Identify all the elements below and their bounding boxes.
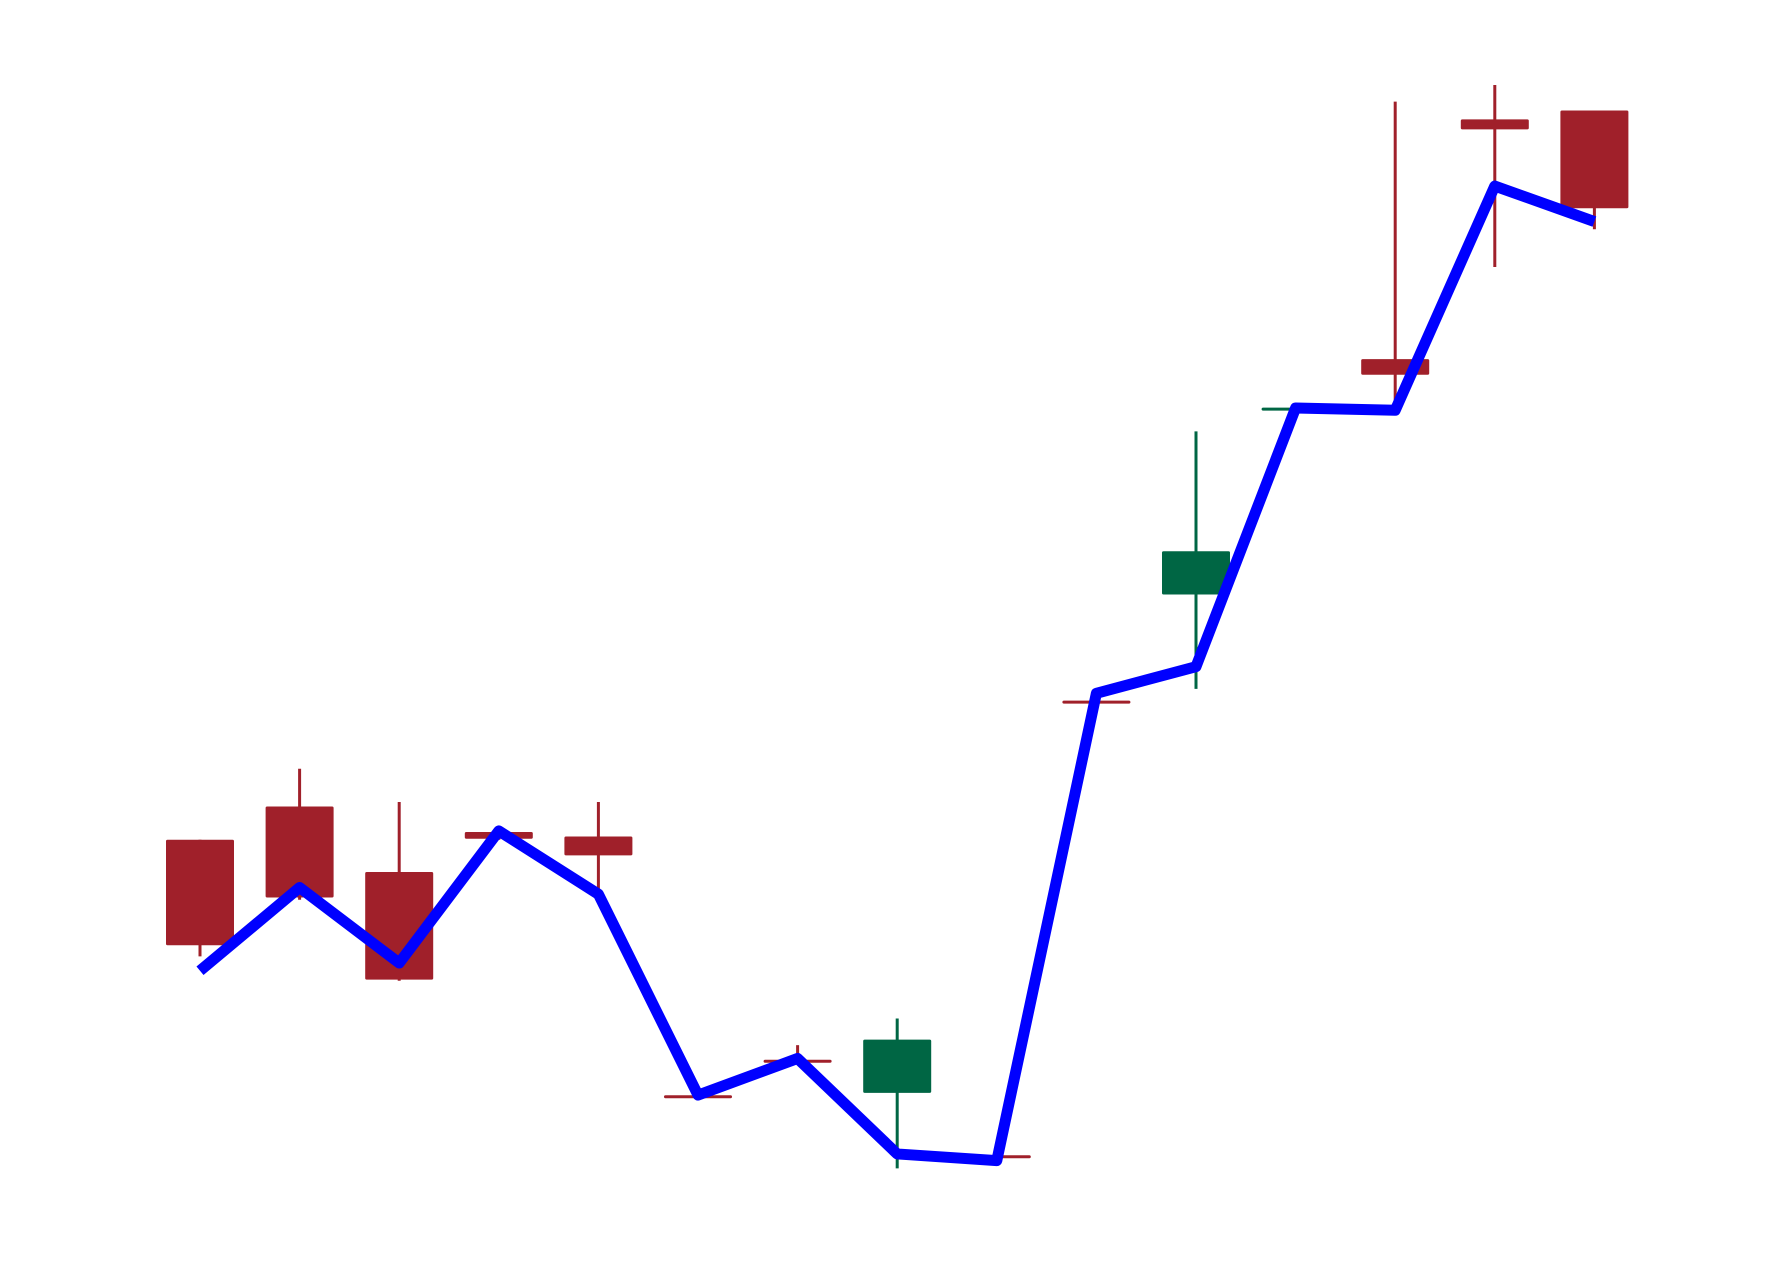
candle-5 — [564, 802, 633, 891]
candle-8 — [863, 1018, 932, 1169]
candle-body — [265, 806, 334, 898]
candle-body — [1460, 119, 1529, 130]
candle-body — [1560, 110, 1629, 209]
candle-15 — [1560, 110, 1629, 230]
candle-2 — [265, 768, 334, 900]
candle-body — [166, 839, 234, 946]
candle-body — [863, 1039, 932, 1093]
candle-body — [564, 836, 633, 856]
candle-14 — [1460, 85, 1529, 268]
candles-layer — [166, 85, 1629, 1169]
overlay-line — [196, 180, 1597, 1167]
candle-11 — [1162, 431, 1230, 689]
overlay-line-layer — [196, 180, 1597, 1167]
candle-1 — [166, 839, 234, 957]
candle-body — [1162, 551, 1230, 595]
